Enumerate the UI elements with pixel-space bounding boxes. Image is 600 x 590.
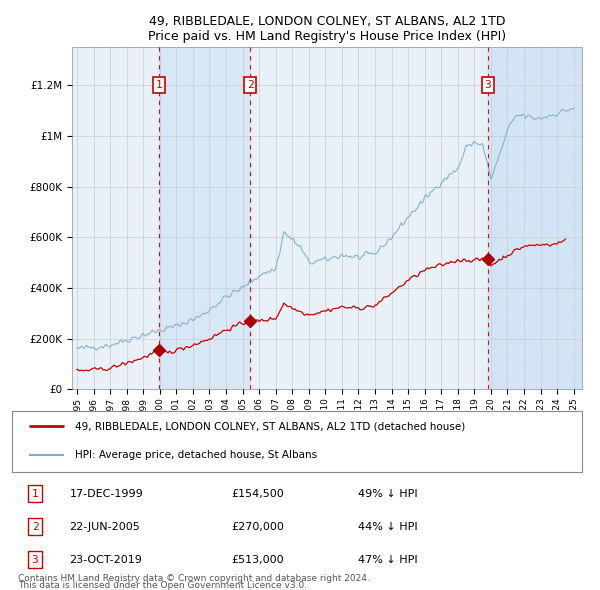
- Title: 49, RIBBLEDALE, LONDON COLNEY, ST ALBANS, AL2 1TD
Price paid vs. HM Land Registr: 49, RIBBLEDALE, LONDON COLNEY, ST ALBANS…: [148, 15, 506, 43]
- Text: 49, RIBBLEDALE, LONDON COLNEY, ST ALBANS, AL2 1TD (detached house): 49, RIBBLEDALE, LONDON COLNEY, ST ALBANS…: [76, 421, 466, 431]
- Text: 2: 2: [32, 522, 38, 532]
- Text: £513,000: £513,000: [231, 555, 284, 565]
- Bar: [488, 47, 582, 389]
- Text: 3: 3: [484, 80, 491, 90]
- Text: This data is licensed under the Open Government Licence v3.0.: This data is licensed under the Open Gov…: [18, 581, 307, 590]
- Text: 1: 1: [32, 489, 38, 499]
- Text: HPI: Average price, detached house, St Albans: HPI: Average price, detached house, St A…: [76, 450, 317, 460]
- Text: 23-OCT-2019: 23-OCT-2019: [70, 555, 142, 565]
- Text: Contains HM Land Registry data © Crown copyright and database right 2024.: Contains HM Land Registry data © Crown c…: [18, 574, 370, 583]
- Text: 1: 1: [156, 80, 163, 90]
- Text: 49% ↓ HPI: 49% ↓ HPI: [358, 489, 417, 499]
- Bar: [488, 47, 582, 389]
- Text: £154,500: £154,500: [231, 489, 284, 499]
- Text: 17-DEC-1999: 17-DEC-1999: [70, 489, 143, 499]
- Text: 2: 2: [247, 80, 254, 90]
- FancyBboxPatch shape: [12, 411, 582, 472]
- Text: £270,000: £270,000: [231, 522, 284, 532]
- Text: 47% ↓ HPI: 47% ↓ HPI: [358, 555, 417, 565]
- Text: 3: 3: [32, 555, 38, 565]
- Text: 22-JUN-2005: 22-JUN-2005: [70, 522, 140, 532]
- Bar: [159, 47, 250, 389]
- Text: 44% ↓ HPI: 44% ↓ HPI: [358, 522, 417, 532]
